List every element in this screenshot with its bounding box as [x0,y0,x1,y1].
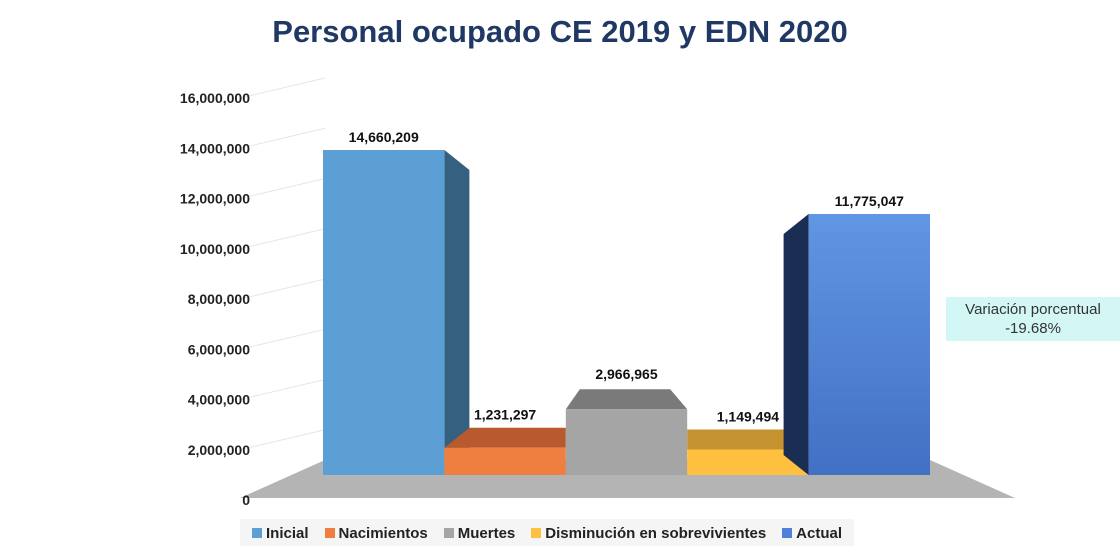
y-tick-label: 4,000,000 [188,392,250,408]
y-tick-label: 16,000,000 [180,90,250,106]
legend-swatch [324,528,335,538]
legend-label: Inicial [266,524,309,542]
variation-value: -19.68% [1005,320,1061,337]
y-tick-label: 12,000,000 [180,191,250,207]
gridline [239,127,326,149]
bar-inicial [323,150,445,475]
chart-title: Personal ocupado CE 2019 y EDN 2020 [272,14,848,49]
legend-swatch [782,528,793,538]
gridline [239,379,326,400]
bar-nacimientos [444,447,566,475]
legend-swatch [531,528,542,538]
variation-annotation: Variación porcentual -19.68% [946,297,1120,341]
bar-top-face [444,427,566,448]
y-tick-label: 0 [242,492,250,508]
y-tick-label: 10,000,000 [180,241,250,257]
data-label: 1,149,494 [717,409,779,425]
bar-top-face [687,429,809,450]
legend-item: Nacimientos [324,524,428,542]
legend-label: Muertes [457,524,516,542]
legend-label: Actual [796,524,843,542]
gridline [239,328,326,350]
bar-top-face [565,389,688,410]
variation-label: Variación porcentual [965,301,1101,318]
y-tick-label: 14,000,000 [180,140,250,156]
gridline [239,77,326,99]
data-label: 2,966,965 [595,366,657,382]
data-label: 14,660,209 [349,129,419,145]
legend-swatch [443,528,454,538]
y-tick-label: 2,000,000 [188,442,250,458]
gridline [239,228,326,250]
bar-side-face [783,213,809,475]
data-label: 1,231,297 [474,407,536,423]
bar-actual [808,213,930,475]
y-tick-label: 8,000,000 [188,291,250,307]
gridline [239,278,326,300]
legend-label: Disminución en sobrevivientes [545,524,767,542]
legend: Inicial Nacimientos Muertes Disminución en … [240,519,855,546]
y-tick-label: 6,000,000 [188,341,250,357]
legend-item: Disminución en sobrevivientes [531,525,766,542]
gridline [239,429,326,451]
data-label: 11,775,047 [835,193,905,209]
gridline [239,178,326,199]
legend-item: Muertes [443,524,516,542]
bar-side-face [444,150,470,475]
legend-swatch [252,528,262,538]
bar-muertes [565,409,688,475]
legend-item: Inicial [252,525,309,542]
legend-item: Actual [782,525,842,542]
legend-label: Nacimientos [338,524,428,542]
